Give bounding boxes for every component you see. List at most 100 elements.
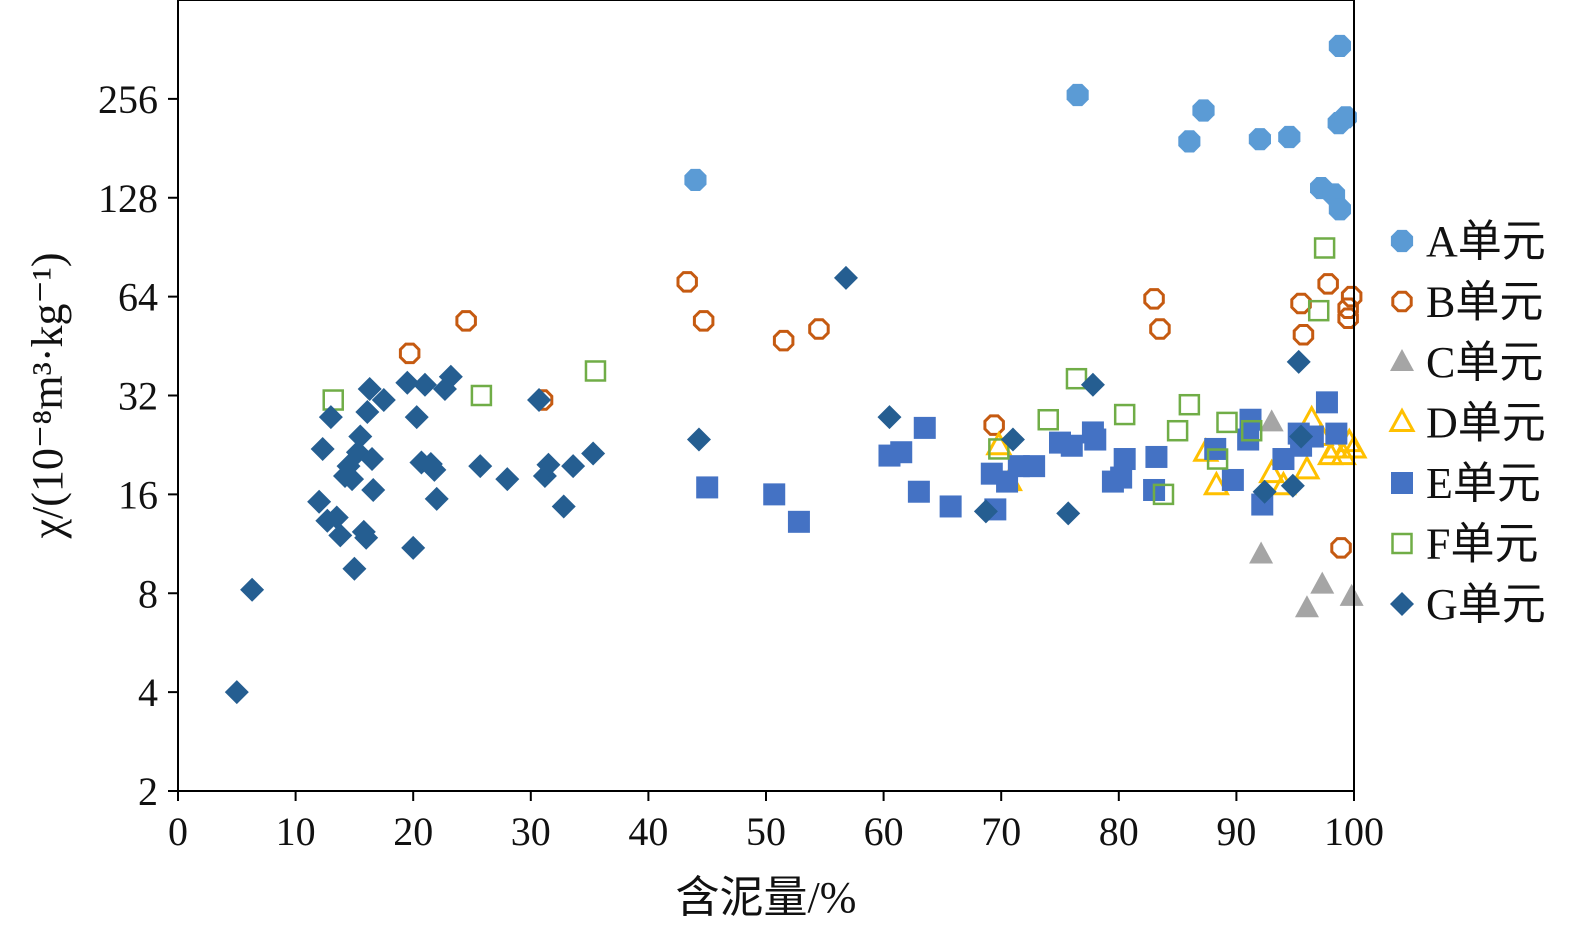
- data-point: [890, 441, 913, 464]
- x-tick-label: 10: [276, 809, 316, 854]
- data-point: [913, 416, 936, 439]
- data-point: [1113, 448, 1136, 471]
- data-point: [1239, 408, 1262, 431]
- series-6: [322, 237, 1336, 506]
- data-point: [1325, 422, 1348, 445]
- data-point: [877, 405, 902, 430]
- data-point: [324, 505, 349, 530]
- data-point: [1065, 367, 1088, 390]
- legend-label: C单元: [1426, 338, 1543, 387]
- legend-marker: [1390, 349, 1414, 371]
- data-point: [973, 499, 998, 524]
- series-5: [696, 391, 1348, 533]
- data-point: [1280, 473, 1305, 498]
- data-point: [1292, 324, 1315, 346]
- data-point: [581, 441, 606, 466]
- data-point: [1249, 541, 1274, 564]
- data-point: [1290, 292, 1312, 315]
- data-point: [310, 436, 335, 461]
- data-point: [422, 457, 447, 482]
- legend: A单元 B单元 C单元 D单元 E单元 F单元 G单元: [1388, 217, 1546, 629]
- legend-item: F单元: [1391, 520, 1538, 569]
- legend-label: G单元: [1426, 580, 1546, 629]
- data-point: [1166, 419, 1189, 442]
- y-tick-label: 4: [138, 670, 158, 715]
- legend-marker: [1390, 592, 1414, 616]
- data-point: [1315, 391, 1338, 414]
- data-point: [684, 168, 707, 191]
- data-point: [438, 364, 463, 389]
- data-point: [1289, 424, 1314, 449]
- data-point: [1293, 454, 1321, 480]
- data-point: [939, 495, 962, 518]
- x-tick-label: 70: [981, 809, 1021, 854]
- legend-marker: [1391, 290, 1413, 313]
- data-point: [468, 454, 493, 479]
- series-3: [1249, 409, 1364, 618]
- data-point: [354, 525, 379, 550]
- data-point: [527, 388, 552, 413]
- x-tick-label: 20: [393, 809, 433, 854]
- data-point: [1340, 285, 1363, 308]
- legend-label: A单元: [1426, 217, 1546, 266]
- plot-frame: [177, 0, 1355, 792]
- x-tick-label: 40: [628, 809, 668, 854]
- y-tick-label: 2: [138, 769, 158, 814]
- data-point: [328, 523, 353, 548]
- x-tick-label: 80: [1099, 809, 1139, 854]
- y-tick-label: 128: [98, 176, 158, 221]
- data-point: [1240, 419, 1263, 442]
- data-point: [1278, 125, 1301, 149]
- legend-item: E单元: [1391, 459, 1541, 508]
- y-tick-label: 256: [98, 77, 158, 122]
- data-point: [1307, 299, 1330, 322]
- x-axis: 0 10 20 30 40 50 60 70 80 90 100: [168, 791, 1384, 854]
- data-point: [401, 535, 426, 560]
- data-point: [1330, 537, 1352, 559]
- data-point: [315, 508, 340, 533]
- data-point: [342, 556, 367, 581]
- data-point: [395, 370, 420, 395]
- y-tick-label: 16: [118, 472, 158, 517]
- legend-label: B单元: [1426, 278, 1543, 327]
- data-point: [470, 384, 493, 407]
- data-point: [696, 476, 719, 499]
- data-point: [536, 452, 561, 477]
- data-point: [692, 310, 715, 332]
- data-point: [1317, 273, 1339, 295]
- data-point: [985, 430, 1013, 456]
- data-point: [1084, 428, 1107, 451]
- x-tick-label: 100: [1324, 809, 1384, 854]
- series-1: [684, 34, 1357, 221]
- data-point: [360, 447, 385, 472]
- data-point: [1192, 99, 1215, 122]
- legend-item: B单元: [1391, 278, 1543, 327]
- data-point: [1337, 307, 1359, 329]
- data-point: [551, 494, 576, 519]
- legend-marker: [1388, 407, 1416, 432]
- series-2: [398, 271, 1363, 559]
- data-point: [584, 360, 607, 382]
- data-point: [1178, 393, 1201, 416]
- data-point: [676, 271, 698, 293]
- legend-item: C单元: [1390, 338, 1543, 387]
- data-point: [1178, 130, 1201, 153]
- legend-item: G单元: [1390, 580, 1546, 629]
- legend-label: F单元: [1426, 520, 1538, 569]
- plot-marks: [224, 34, 1368, 705]
- legend-label: D单元: [1426, 399, 1546, 448]
- data-point: [833, 265, 858, 290]
- data-point: [348, 424, 373, 449]
- data-point: [1000, 427, 1025, 452]
- y-tick-label: 32: [118, 374, 158, 419]
- data-point: [357, 376, 382, 401]
- legend-marker: [1391, 532, 1413, 555]
- data-point: [1286, 349, 1311, 374]
- data-point: [1110, 466, 1133, 489]
- data-point: [1149, 318, 1171, 340]
- data-point: [322, 389, 344, 411]
- data-point: [361, 477, 386, 502]
- data-point: [988, 438, 1010, 460]
- data-point: [224, 680, 249, 705]
- x-axis-title: 含泥量/%: [676, 873, 857, 922]
